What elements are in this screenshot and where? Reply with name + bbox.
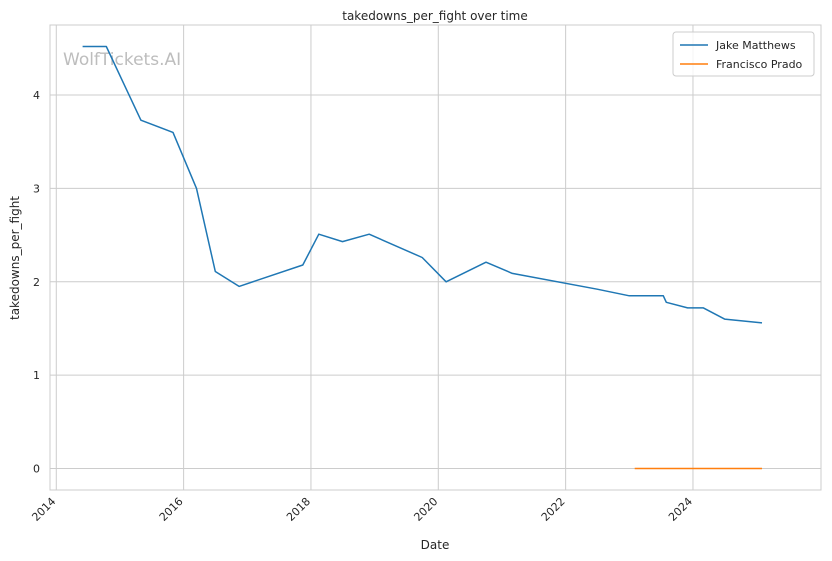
x-ticks: 2014 2016 2018 2020 2022 2024: [29, 495, 695, 524]
series-lines: [82, 45, 763, 470]
x-tick-label: 2024: [666, 495, 695, 524]
x-tick-label: 2014: [29, 495, 58, 524]
x-tick-label: 2018: [284, 495, 313, 524]
y-tick-label: 2: [33, 276, 40, 289]
x-tick-label: 2016: [157, 495, 186, 524]
x-tick-label: 2020: [411, 495, 440, 524]
grid-x: [55, 25, 694, 490]
y-ticks: 0 1 2 3 4: [33, 89, 40, 475]
legend-box: [672, 31, 815, 77]
x-axis-title: Date: [421, 538, 450, 552]
legend-label: Jake Matthews: [715, 39, 796, 52]
legend: Jake Matthews Francisco Prado: [672, 31, 815, 77]
watermark: WolfTickets.AI: [63, 50, 181, 70]
series-line-1: [82, 45, 763, 324]
y-tick-label: 3: [33, 182, 40, 195]
legend-label: Francisco Prado: [716, 58, 803, 71]
x-tick-label: 2022: [539, 495, 568, 524]
chart-title: takedowns_per_fight over time: [342, 9, 528, 23]
plot-border: [49, 24, 822, 491]
y-tick-label: 4: [33, 89, 40, 102]
y-axis-title: takedowns_per_fight: [8, 196, 22, 320]
y-tick-label: 1: [33, 369, 40, 382]
y-tick-label: 0: [33, 463, 40, 476]
